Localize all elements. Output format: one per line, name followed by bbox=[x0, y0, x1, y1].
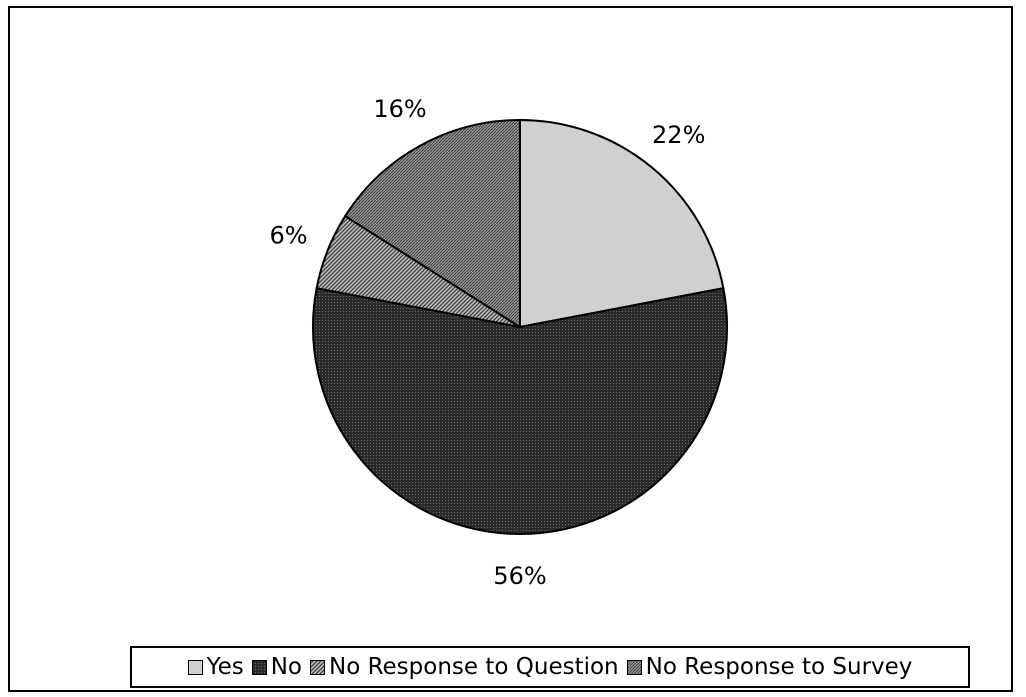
legend-entry-yes: Yes bbox=[187, 654, 244, 680]
pie-slice-yes bbox=[519, 118, 725, 329]
slice-label-yes: 22% bbox=[652, 121, 705, 149]
slice-label-no: 56% bbox=[493, 562, 546, 590]
legend-label-no-response-question: No Response to Question bbox=[329, 654, 619, 680]
pie-slice-no-response-to-survey bbox=[343, 118, 521, 329]
pie-slice-no bbox=[312, 287, 728, 535]
slices-group bbox=[312, 118, 728, 535]
slice-label-no-response-to-survey: 16% bbox=[373, 95, 426, 123]
legend-swatch-no-response-question bbox=[310, 659, 325, 675]
legend-swatch-yes bbox=[187, 659, 203, 675]
legend-entry-no: No bbox=[251, 654, 302, 680]
legend-label-no: No bbox=[270, 654, 302, 680]
legend-entry-no-response-question: No Response to Question bbox=[310, 654, 619, 680]
legend-label-no-response-survey: No Response to Survey bbox=[645, 654, 913, 680]
legend-entry-no-response-survey: No Response to Survey bbox=[626, 654, 913, 680]
legend-swatch-no-response-survey bbox=[626, 659, 642, 675]
legend: Yes No No Response to Question No Respon… bbox=[130, 646, 970, 688]
legend-label-yes: Yes bbox=[206, 654, 244, 680]
pie-chart: 22% 56% 6% 16% bbox=[269, 95, 728, 590]
chart-area: 22% 56% 6% 16% bbox=[8, 6, 1013, 692]
slice-label-no-response-to-question: 6% bbox=[269, 221, 307, 249]
legend-swatch-no bbox=[251, 659, 267, 675]
labels-group: 22% 56% 6% 16% bbox=[269, 95, 705, 590]
